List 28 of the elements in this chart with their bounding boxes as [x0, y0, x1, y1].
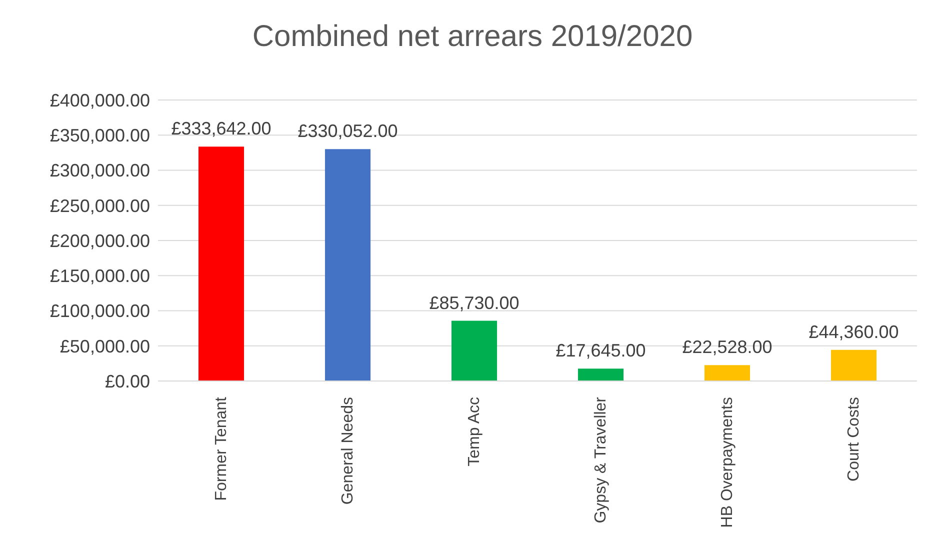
data-label: £44,360.00 [808, 322, 899, 342]
data-label: £333,642.00 [171, 118, 272, 139]
x-tick-label: Former Tenant [212, 396, 230, 501]
bar [324, 149, 371, 381]
x-tick-label: General Needs [339, 397, 356, 505]
x-tick-label: Temp Acc [466, 397, 483, 466]
y-tick-label: £400,000.00 [50, 90, 150, 110]
x-tick-label: Court Costs [845, 397, 862, 482]
y-tick-label: £0.00 [104, 371, 150, 392]
y-tick-label: £250,000.00 [50, 196, 150, 216]
y-tick-label: £350,000.00 [50, 126, 150, 146]
y-tick-label: £100,000.00 [50, 301, 150, 322]
y-tick-label: £300,000.00 [50, 160, 150, 181]
y-tick-label: £150,000.00 [50, 266, 150, 286]
bar [704, 365, 750, 381]
bar [830, 350, 877, 381]
x-tick-label: Gypsy & Traveller [592, 396, 610, 524]
y-tick-label: £200,000.00 [50, 230, 150, 251]
data-label: £330,052.00 [298, 121, 398, 142]
bar [198, 146, 244, 381]
x-tick-label: HB Overpayments [718, 397, 736, 528]
bar [578, 368, 624, 381]
chart-title: Combined net arrears 2019/2020 [251, 19, 694, 55]
y-tick-label: £50,000.00 [60, 336, 150, 356]
data-label: £17,645.00 [556, 340, 646, 361]
bar [451, 320, 498, 381]
data-label: £22,528.00 [682, 337, 772, 358]
data-label: £85,730.00 [429, 292, 520, 313]
